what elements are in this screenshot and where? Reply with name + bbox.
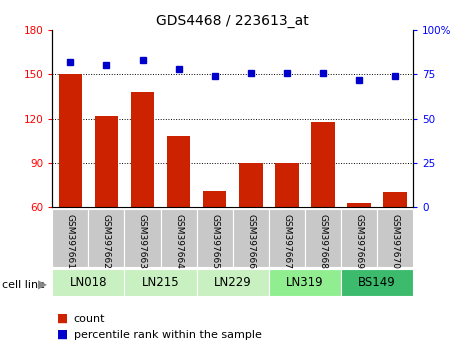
Text: LN018: LN018 [70,276,107,289]
Text: percentile rank within the sample: percentile rank within the sample [74,330,262,339]
Bar [269,209,305,267]
Bar [52,269,124,296]
Bar [377,209,413,267]
Bar [124,269,197,296]
Text: LN229: LN229 [214,276,252,289]
Title: GDS4468 / 223613_at: GDS4468 / 223613_at [156,14,309,28]
Text: LN215: LN215 [142,276,180,289]
Text: GSM397667: GSM397667 [283,213,291,269]
Bar [269,269,341,296]
Text: GSM397665: GSM397665 [210,213,219,269]
Text: count: count [74,314,105,324]
Bar [233,209,269,267]
Text: ■: ■ [57,328,68,341]
Bar [197,269,269,296]
Bar [311,121,335,207]
Bar [161,209,197,267]
Text: GSM397668: GSM397668 [319,213,327,269]
Text: GSM397670: GSM397670 [391,213,399,269]
Bar [52,209,88,267]
Bar [197,209,233,267]
Bar [383,192,407,207]
Bar [305,209,341,267]
Bar [95,116,118,207]
Text: GSM397663: GSM397663 [138,213,147,269]
Text: BS149: BS149 [358,276,396,289]
Text: GSM397664: GSM397664 [174,213,183,268]
Bar [131,92,154,207]
Text: GSM397669: GSM397669 [355,213,363,269]
Bar [239,163,263,207]
Text: LN319: LN319 [286,276,324,289]
Text: ▶: ▶ [38,279,47,291]
Bar [275,163,299,207]
Bar [341,269,413,296]
Bar [124,209,161,267]
Bar [203,191,227,207]
Bar [58,74,82,207]
Text: GSM397662: GSM397662 [102,213,111,268]
Bar [341,209,377,267]
Text: GSM397666: GSM397666 [247,213,255,269]
Bar [88,209,124,267]
Text: ■: ■ [57,312,68,325]
Text: GSM397661: GSM397661 [66,213,75,269]
Bar [347,202,371,207]
Text: cell line: cell line [2,280,46,290]
Bar [167,136,190,207]
